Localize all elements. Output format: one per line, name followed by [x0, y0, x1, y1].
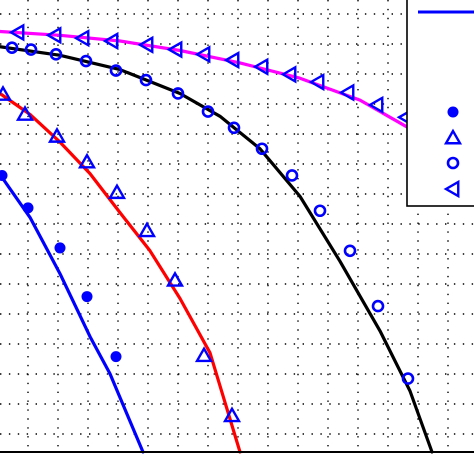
series-1-point: [252, 57, 269, 76]
series-3-point: [107, 183, 127, 200]
legend-marker-sample: [443, 179, 460, 199]
legend-box: [406, 0, 474, 207]
legend-marker-sample: [443, 128, 463, 145]
series-3-point: [194, 346, 214, 363]
series-3-point: [0, 84, 13, 101]
series-4-point: [81, 291, 93, 303]
series-3-point: [165, 270, 185, 287]
series-2-point: [201, 105, 215, 118]
series-2-point: [343, 244, 357, 258]
series-2-point: [24, 43, 38, 56]
series-3-markers: [0, 84, 242, 423]
series-1-point: [308, 72, 325, 92]
series-3-point: [47, 126, 67, 143]
series-2-markers: [5, 41, 415, 385]
series-2-point: [227, 121, 241, 135]
series-2-point: [285, 169, 299, 182]
series-4-markers: [0, 169, 122, 363]
series-2-point: [5, 41, 19, 54]
series-4-point: [54, 242, 66, 254]
series-markers: [0, 23, 415, 423]
series-2-point: [255, 142, 269, 156]
series-2-point: [401, 372, 415, 385]
series-3-point: [137, 221, 157, 238]
series-4-point: [110, 351, 122, 363]
series-1-point: [367, 95, 384, 114]
series-2-point: [371, 299, 385, 313]
series-3-line: [0, 91, 242, 454]
series-1-point: [338, 83, 355, 102]
series-1-point: [73, 29, 90, 48]
series-2-point: [139, 73, 153, 87]
series-3-point: [15, 105, 35, 121]
series-4-point: [0, 169, 8, 181]
series-2-point: [79, 54, 93, 68]
series-1-point: [137, 35, 154, 54]
legend: [406, 0, 474, 207]
series-2-point: [109, 64, 123, 77]
legend-marker-sample: [446, 156, 460, 170]
series-2-point: [313, 204, 327, 218]
series-1-point: [45, 26, 62, 45]
series-1-point: [8, 23, 25, 42]
series-1-point: [223, 51, 240, 70]
series-1-point: [280, 65, 297, 84]
series-2-point: [49, 48, 63, 61]
series-1-point: [194, 45, 211, 64]
series-2-line: [0, 45, 434, 454]
series-3-point: [77, 152, 97, 169]
series-4-point: [22, 202, 34, 214]
series-1-point: [166, 40, 183, 59]
series-3-point: [222, 406, 242, 423]
series-1-point: [102, 31, 119, 51]
legend-marker-sample: [447, 106, 459, 118]
series-2-point: [171, 87, 185, 100]
